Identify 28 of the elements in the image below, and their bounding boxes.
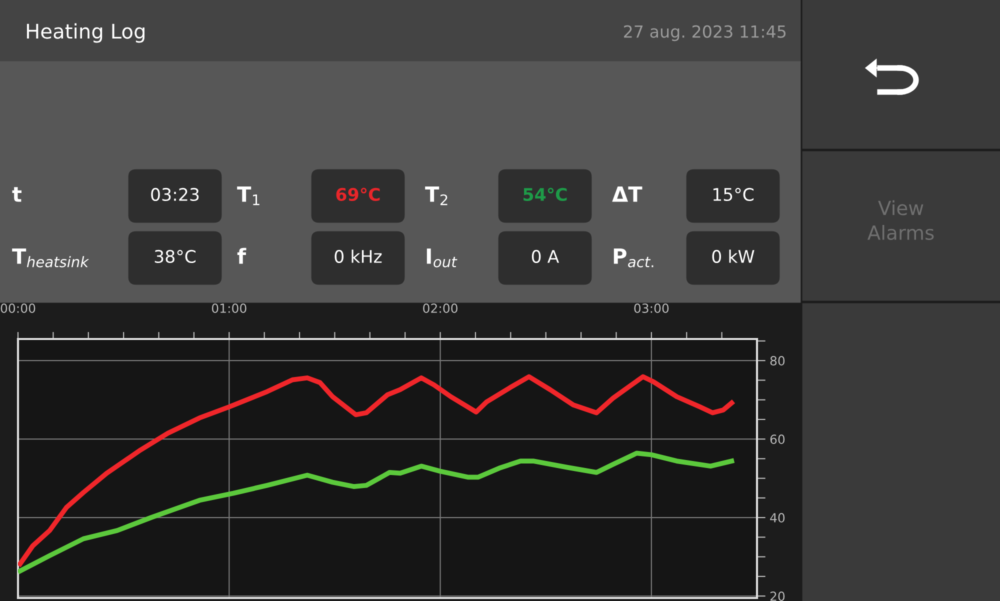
text: T$_{1}$ <box>237 186 260 206</box>
text: 03:23 <box>151 188 199 202</box>
text: 0 kW <box>712 250 754 264</box>
y-tick-label: 20 <box>770 592 785 601</box>
text: t <box>12 187 22 202</box>
text: I$_{out}$ <box>426 248 458 268</box>
x-tick-label: 02:00 <box>423 304 458 313</box>
y-tick-label: 60 <box>770 434 785 444</box>
text: 0 kHz <box>334 250 382 264</box>
text: 0 A <box>532 250 560 264</box>
line-series <box>18 450 734 574</box>
text: P$_{act.}$ <box>614 248 654 268</box>
line-series <box>18 374 734 566</box>
x-tick-label: 00:00 <box>0 304 36 313</box>
x-tick-label: 03:00 <box>634 304 669 313</box>
x-tick-label: 01:00 <box>212 304 246 313</box>
text: Heating Log <box>26 23 144 43</box>
text: 27 aug. 2023 11:45 <box>624 25 786 42</box>
y-tick-label: 40 <box>770 513 785 522</box>
text: T$_{heatsink}$ <box>12 248 90 268</box>
text: T$_{2}$ <box>425 186 448 206</box>
text: 69°C <box>336 188 380 202</box>
text: f <box>237 248 246 264</box>
y-tick-label: 80 <box>770 356 785 366</box>
text: 38°C <box>154 250 196 264</box>
text: 54°C <box>524 188 567 202</box>
text: ΔT <box>612 186 642 202</box>
text: 15°C <box>713 188 754 202</box>
